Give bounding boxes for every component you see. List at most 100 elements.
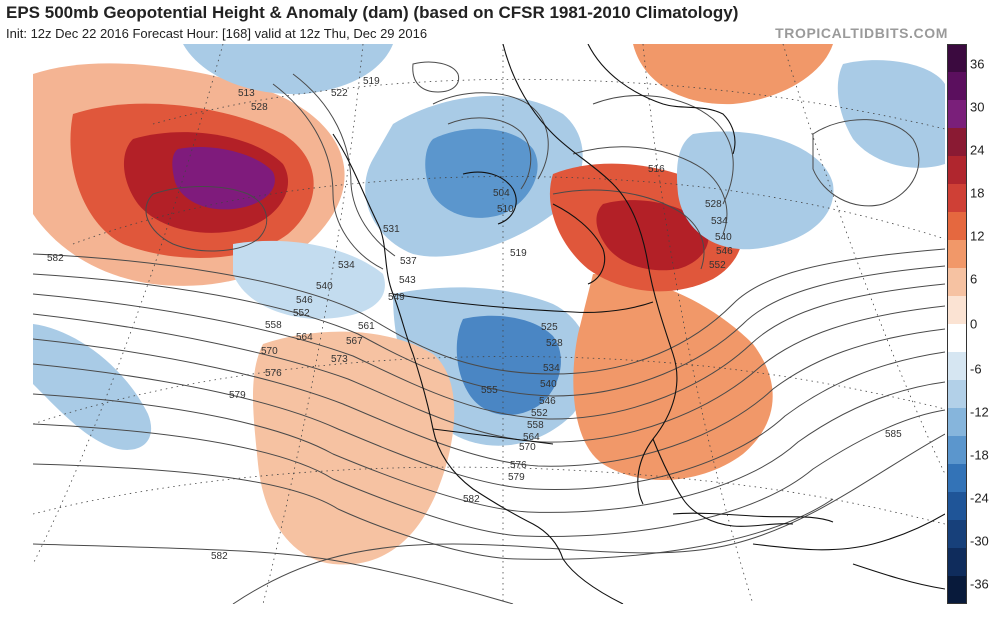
- anomaly-map: 513 528 519 522 531 534 537 540 543 546 …: [33, 44, 945, 604]
- contour-label-519: 519: [363, 76, 380, 87]
- anomaly-ridge-labrador-core: [596, 200, 709, 271]
- contour-label-555: 555: [481, 385, 498, 396]
- colorbar-swatch: [947, 72, 967, 101]
- contour-label-564-central: 564: [523, 432, 540, 443]
- colorbar-swatch: [947, 240, 967, 269]
- contour-label-552-east: 552: [709, 260, 726, 271]
- contour-label-534: 534: [338, 260, 355, 271]
- colorbar-swatch: [947, 100, 967, 129]
- anomaly-ridge-north-atlantic: [633, 44, 833, 105]
- anomaly-trough-central-pacific: [33, 324, 152, 450]
- colorbar-swatch: [947, 268, 967, 297]
- colorbar-swatch: [947, 184, 967, 213]
- contour-label-513: 513: [238, 88, 255, 99]
- colorbar-label: -6: [970, 361, 982, 377]
- contour-label-582-gulf: 582: [463, 494, 480, 505]
- colorbar-label: 30: [970, 99, 985, 115]
- contour-label-534-central: 534: [543, 363, 560, 374]
- colorbar-label: 36: [970, 56, 985, 72]
- colorbar-label: 6: [970, 271, 978, 287]
- contour-label-528-east: 528: [705, 199, 722, 210]
- colorbar-label: -36: [970, 576, 989, 592]
- anomaly-trough-hudson-bay-core: [425, 128, 538, 218]
- map-subtitle: Init: 12z Dec 22 2016 Forecast Hour: [16…: [6, 26, 428, 41]
- contour-label-540-central: 540: [540, 379, 557, 390]
- contour-label-504: 504: [493, 188, 510, 199]
- contour-label-558: 558: [265, 320, 282, 331]
- contour-label-570-central: 570: [519, 442, 536, 453]
- contour-label-552-central: 552: [531, 408, 548, 419]
- contour-label-558-central: 558: [527, 420, 544, 431]
- colorbar-swatch: [947, 296, 967, 325]
- contour-label-576-central: 576: [510, 460, 527, 471]
- anomaly-trough-iceland: [837, 60, 945, 168]
- anomaly-ridge-eastern-us: [573, 274, 773, 481]
- contour-label-546-east: 546: [716, 246, 733, 257]
- colorbar-swatch: [947, 408, 967, 437]
- contour-label-564: 564: [296, 332, 313, 343]
- colorbar-swatches: [947, 44, 967, 604]
- contour-label-528: 528: [251, 102, 268, 113]
- colorbar-swatch: [947, 156, 967, 185]
- map-title: EPS 500mb Geopotential Height & Anomaly …: [6, 3, 739, 22]
- contour-label-582-south: 582: [211, 551, 228, 562]
- contour-label-516: 516: [648, 164, 665, 175]
- colorbar-label: 0: [970, 316, 978, 332]
- colorbar-swatch: [947, 576, 967, 604]
- contour-label-549: 549: [388, 292, 405, 303]
- contour-label-570: 570: [261, 346, 278, 357]
- colorbar-label: -24: [970, 490, 989, 506]
- contour-label-540: 540: [316, 281, 333, 292]
- contour-label-567: 567: [346, 336, 363, 347]
- contour-label-576: 576: [265, 368, 282, 379]
- contour-label-561: 561: [358, 321, 375, 332]
- colorbar-label: -18: [970, 447, 989, 463]
- colorbar-swatch: [947, 464, 967, 493]
- anomaly-trough-arctic: [183, 44, 393, 95]
- colorbar-swatch: [947, 324, 967, 353]
- contour-label-531: 531: [383, 224, 400, 235]
- contour-labels: 513 528 519 522 531 534 537 540 543 546 …: [47, 76, 902, 562]
- contour-label-534-east: 534: [711, 216, 728, 227]
- colorbar-label: -12: [970, 404, 989, 420]
- contour-label-546-central: 546: [539, 396, 556, 407]
- contour-label-582-west: 582: [47, 253, 64, 264]
- contour-label-528-central: 528: [546, 338, 563, 349]
- contour-label-510: 510: [497, 204, 514, 215]
- contour-label-537: 537: [400, 256, 417, 267]
- contour-label-552: 552: [293, 308, 310, 319]
- colorbar-label: 18: [970, 185, 985, 201]
- anomaly-trough-north-atlantic: [676, 131, 834, 250]
- colorbar-swatch: [947, 128, 967, 157]
- anomaly-trough-central-us-core: [456, 315, 561, 416]
- contour-label-573: 573: [331, 354, 348, 365]
- colorbar-label: -30: [970, 533, 989, 549]
- colorbar-swatch: [947, 548, 967, 577]
- coastlines: [332, 44, 945, 604]
- colorbar-swatch: [947, 44, 967, 73]
- header: EPS 500mb Geopotential Height & Anomaly …: [0, 0, 1000, 44]
- contour-label-585: 585: [885, 429, 902, 440]
- colorbar: [947, 44, 967, 604]
- colorbar-label: 24: [970, 142, 985, 158]
- colorbar-swatch: [947, 436, 967, 465]
- contour-label-519-central: 519: [510, 248, 527, 259]
- contour-label-546: 546: [296, 295, 313, 306]
- anomaly-shading: [33, 44, 945, 565]
- colorbar-label: 12: [970, 228, 985, 244]
- colorbar-swatch: [947, 212, 967, 241]
- colorbar-labels: 36 30 24 18 12 6 0 -6 -12 -18 -24 -30 -3…: [970, 44, 1000, 604]
- colorbar-swatch: [947, 352, 967, 381]
- anomaly-ridge-gulf-alaska-max: [172, 146, 275, 210]
- colorbar-swatch: [947, 492, 967, 521]
- contour-label-579: 579: [229, 390, 246, 401]
- height-contours: [33, 61, 945, 604]
- contour-label-540-east: 540: [715, 232, 732, 243]
- contour-label-522: 522: [331, 88, 348, 99]
- colorbar-swatch: [947, 380, 967, 409]
- graticule: [33, 44, 945, 604]
- contour-label-525: 525: [541, 322, 558, 333]
- brand-logo-text[interactable]: TROPICALTIDBITS.COM: [775, 25, 948, 41]
- colorbar-swatch: [947, 520, 967, 549]
- anomaly-trough-west-canada: [233, 240, 385, 319]
